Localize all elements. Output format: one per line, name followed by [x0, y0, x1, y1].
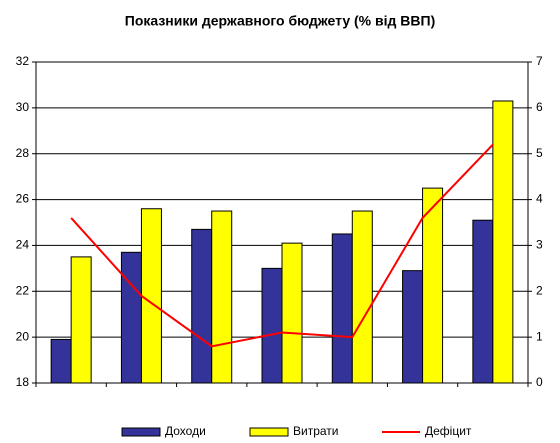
y-tick-label: 22	[16, 283, 30, 297]
legend-swatch	[121, 427, 161, 437]
bar	[422, 187, 444, 384]
y-tick-label: 30	[16, 100, 30, 114]
bar	[70, 256, 92, 384]
bar	[281, 242, 303, 384]
line	[70, 143, 494, 348]
y-tick-label: 20	[16, 329, 30, 343]
bar	[120, 251, 142, 384]
y2-tick-label: 4	[536, 192, 543, 206]
y2-tick-label: 0	[536, 375, 543, 389]
bar	[211, 210, 233, 384]
legend-label: Витрати	[293, 424, 339, 438]
y-tick-label: 26	[16, 192, 30, 206]
y-tick-label: 32	[16, 54, 30, 68]
bar	[492, 100, 514, 384]
legend-swatch	[249, 427, 289, 437]
legend-label: Доходи	[165, 424, 206, 438]
y-tick-label: 18	[16, 375, 30, 389]
y-tick-label: 28	[16, 146, 30, 160]
bar	[261, 267, 283, 384]
y2-tick-label: 7	[536, 54, 543, 68]
bar	[402, 270, 424, 384]
y2-tick-label: 2	[536, 283, 543, 297]
bar	[331, 233, 353, 384]
bar	[472, 219, 494, 384]
y-tick-label: 24	[16, 238, 30, 252]
y2-tick-label: 5	[536, 146, 543, 160]
bar	[140, 208, 162, 384]
y2-tick-label: 6	[536, 100, 543, 114]
bar	[50, 338, 72, 384]
bar	[191, 228, 213, 384]
bar	[351, 210, 373, 384]
y2-tick-label: 1	[536, 329, 543, 343]
legend-label: Дефіцит	[425, 424, 472, 438]
chart-title: Показники державного бюджету (% від ВВП)	[125, 13, 435, 29]
y2-tick-label: 3	[536, 238, 543, 252]
